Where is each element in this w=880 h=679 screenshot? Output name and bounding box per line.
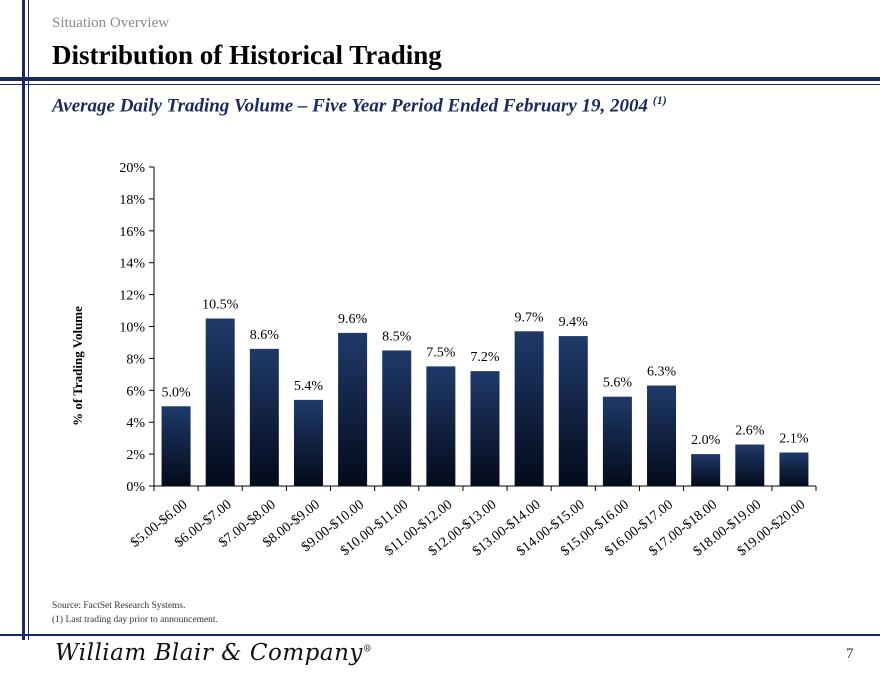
header-rule-thick [0, 77, 880, 81]
bar [338, 332, 368, 486]
chart-subtitle: Average Daily Trading Volume – Five Year… [52, 93, 667, 117]
y-tick-label: 2% [126, 448, 145, 463]
bar [691, 454, 721, 486]
bar [647, 385, 677, 486]
data-label: 6.3% [647, 365, 677, 380]
y-tick-label: 8% [126, 352, 145, 367]
y-tick-label: 6% [126, 384, 145, 399]
y-axis-label: % of Trading Volume [70, 306, 85, 426]
data-label: 2.0% [691, 433, 721, 448]
footnote: (1) Last trading day prior to announceme… [52, 615, 218, 625]
y-tick-label: 0% [126, 480, 145, 495]
bar [293, 399, 323, 486]
section-label: Situation Overview [52, 15, 170, 31]
bar [205, 318, 235, 486]
y-tick-label: 16% [119, 225, 145, 240]
chart-subtitle-text: Average Daily Trading Volume – Five Year… [52, 95, 649, 117]
page-number: 7 [846, 646, 854, 662]
y-tick-label: 4% [126, 416, 145, 431]
subtitle-footnote-marker: (1) [652, 93, 667, 107]
data-label: 7.2% [470, 350, 500, 365]
footer-rule [0, 634, 880, 636]
data-label: 5.4% [294, 379, 324, 394]
bar [426, 366, 456, 486]
data-label: 2.1% [779, 432, 809, 447]
y-tick-label: 18% [119, 193, 145, 208]
bar [558, 336, 588, 486]
data-label: 9.7% [515, 310, 545, 325]
data-label: 8.6% [250, 328, 280, 343]
bar [249, 348, 279, 486]
source-note: Source: FactSet Research Systems. [52, 601, 186, 611]
data-label: 7.5% [426, 345, 456, 360]
bar [735, 444, 765, 486]
bar [602, 396, 632, 486]
header-rule-thin [0, 84, 880, 85]
y-tick-label: 14% [119, 257, 145, 272]
data-label: 9.6% [338, 312, 368, 327]
bar [470, 371, 500, 486]
left-accent-bar [22, 0, 25, 640]
logo-text: William Blair & Company [55, 640, 363, 666]
data-label: 9.4% [559, 315, 589, 330]
bar [382, 350, 412, 486]
data-label: 8.5% [382, 329, 412, 344]
trading-volume-chart: % of Trading Volume 0% 2% 4% 6% 8% 10% 12% 14% 1… [70, 161, 817, 559]
page-title: Distribution of Historical Trading [52, 40, 442, 70]
data-label: 10.5% [202, 298, 239, 313]
left-accent-line [28, 0, 29, 640]
company-logo: William Blair & Company® [55, 640, 372, 666]
registered-mark: ® [362, 644, 373, 655]
data-label: 5.6% [603, 376, 633, 391]
bar [161, 406, 191, 486]
data-label: 5.0% [161, 385, 191, 400]
y-tick-label: 20% [119, 161, 145, 176]
bar [514, 331, 544, 486]
y-tick-label: 12% [119, 289, 145, 304]
data-label: 2.6% [735, 424, 765, 439]
bar [779, 452, 809, 486]
y-tick-label: 10% [119, 321, 145, 336]
